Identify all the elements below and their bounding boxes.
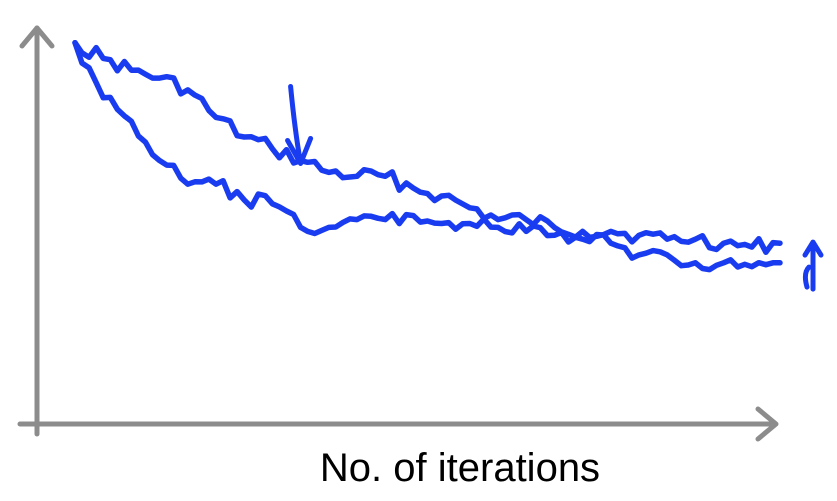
down-arrow-annotation bbox=[285, 83, 314, 166]
axes bbox=[17, 25, 779, 442]
x-axis-arrowhead bbox=[755, 406, 779, 442]
annotation-arrow-stroke-1 bbox=[285, 83, 314, 166]
series-layer bbox=[72, 39, 783, 273]
annotation-layer bbox=[285, 83, 824, 292]
series-line-2 bbox=[72, 39, 783, 273]
series-line-1 bbox=[72, 39, 783, 255]
y-axis-arrowhead bbox=[19, 25, 55, 49]
up-arrow-annotation bbox=[802, 239, 824, 292]
annotation-arrow-stroke-2 bbox=[802, 239, 824, 292]
x-axis-label: No. of iterations bbox=[319, 446, 601, 490]
